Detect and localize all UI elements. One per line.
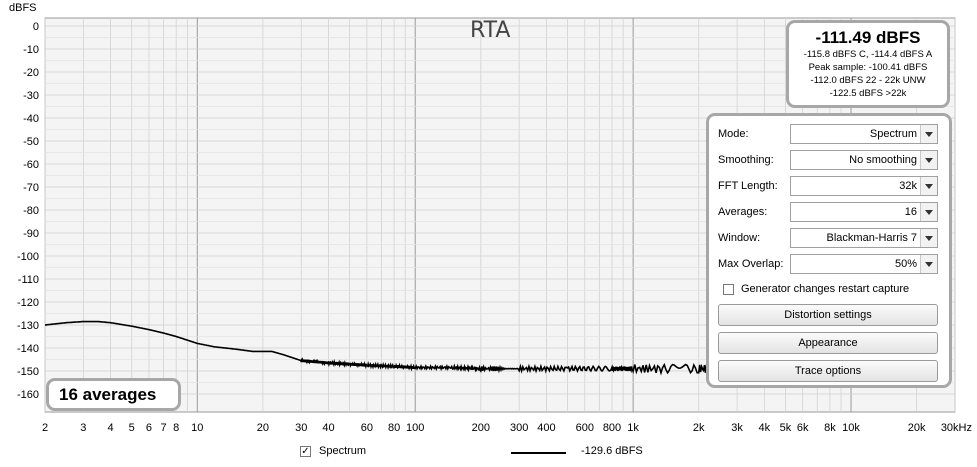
rta-settings-panel: Mode: Spectrum Smoothing: No smoothing F… — [706, 113, 952, 388]
level-readout: -111.49 dBFS -115.8 dBFS C, -114.4 dBFS … — [786, 20, 950, 108]
x-tick-label: 10 — [191, 422, 203, 434]
x-tick-label: 8 — [173, 422, 179, 434]
x-tick-label: 8k — [824, 422, 836, 434]
x-tick-label: 400 — [537, 422, 555, 434]
x-tick-label: 3 — [80, 422, 86, 434]
x-tick-label: 300 — [510, 422, 528, 434]
level-unweighted: -112.0 dBFS 22 - 22k UNW — [810, 75, 926, 86]
max-overlap-row: Max Overlap: 50% — [718, 254, 946, 276]
x-tick-label: 4k — [759, 422, 771, 434]
window-value: Blackman-Harris 7 — [826, 232, 917, 244]
x-tick-label: 6 — [146, 422, 152, 434]
window-label: Window: — [718, 232, 761, 244]
chevron-down-icon[interactable] — [920, 229, 937, 247]
chevron-down-icon[interactable] — [920, 255, 937, 273]
y-tick-label: -20 — [23, 67, 39, 79]
y-tick-label: -110 — [18, 274, 39, 286]
fft-length-value: 32k — [899, 180, 917, 192]
y-tick-label: 0 — [33, 21, 39, 33]
x-tick-label: 20k — [908, 422, 926, 434]
appearance-button[interactable]: Appearance — [718, 332, 938, 354]
legend-line-swatch — [511, 452, 566, 454]
x-tick-label: 3k — [731, 422, 743, 434]
smoothing-select[interactable]: No smoothing — [790, 150, 938, 170]
chart-title: RTA — [470, 18, 511, 43]
y-tick-label: -60 — [23, 159, 39, 171]
window-select[interactable]: Blackman-Harris 7 — [790, 228, 938, 248]
max-overlap-value: 50% — [894, 258, 917, 270]
x-tick-label: 60 — [361, 422, 373, 434]
generator-restart-label: Generator changes restart capture — [741, 283, 910, 295]
x-tick-label: 10k — [842, 422, 860, 434]
level-weighted: -115.8 dBFS C, -114.4 dBFS A — [803, 49, 933, 60]
x-tick-label: 5 — [129, 422, 135, 434]
max-overlap-select[interactable]: 50% — [790, 254, 938, 274]
x-tick-label: 4 — [108, 422, 114, 434]
y-tick-label: -100 — [17, 251, 39, 263]
smoothing-row: Smoothing: No smoothing — [718, 150, 946, 172]
legend-spectrum-label: Spectrum — [319, 445, 367, 457]
fft-length-select[interactable]: 32k — [790, 176, 938, 196]
chevron-down-icon[interactable] — [920, 203, 937, 221]
spectrum-checkbox[interactable]: ✓ — [300, 446, 311, 457]
max-overlap-label: Max Overlap: — [718, 258, 784, 270]
x-tick-label: 600 — [576, 422, 594, 434]
x-tick-label: 40 — [322, 422, 334, 434]
trace-options-button[interactable]: Trace options — [718, 360, 938, 382]
distortion-settings-button[interactable]: Distortion settings — [718, 304, 938, 326]
level-main: -111.49 dBFS — [815, 28, 921, 47]
x-tick-label: 1k — [627, 422, 639, 434]
generator-restart-checkbox[interactable] — [723, 284, 734, 295]
level-above-22k: -122.5 dBFS >22k — [829, 88, 907, 99]
x-tick-label: 80 — [388, 422, 400, 434]
averages-row: Averages: 16 — [718, 202, 946, 224]
x-tick-label: 800 — [603, 422, 621, 434]
mode-row: Mode: Spectrum — [718, 124, 946, 146]
averages-count: 16 averages — [46, 378, 181, 411]
y-tick-label: -120 — [17, 297, 39, 309]
y-tick-label: -30 — [23, 90, 39, 102]
averages-value: 16 — [904, 206, 917, 218]
smoothing-value: No smoothing — [849, 154, 917, 166]
smoothing-label: Smoothing: — [718, 154, 774, 166]
x-tick-label: 7 — [160, 422, 166, 434]
spectrum-trace — [44, 320, 738, 376]
averages-select[interactable]: 16 — [790, 202, 938, 222]
x-tick-label: 2 — [42, 422, 48, 434]
x-tick-label: 30kHz — [941, 422, 972, 434]
x-tick-label: 6k — [797, 422, 809, 434]
y-tick-label: -50 — [23, 136, 39, 148]
legend-spectrum-value: -129.6 dBFS — [581, 445, 643, 457]
mode-select[interactable]: Spectrum — [790, 124, 938, 144]
chevron-down-icon[interactable] — [920, 177, 937, 195]
y-tick-label: -40 — [23, 113, 39, 125]
x-tick-label: 30 — [295, 422, 307, 434]
y-tick-label: -150 — [17, 366, 39, 378]
chevron-down-icon[interactable] — [920, 151, 937, 169]
x-tick-label: 5k — [780, 422, 792, 434]
y-tick-label: -10 — [23, 44, 39, 56]
mode-value: Spectrum — [869, 128, 917, 140]
window-row: Window: Blackman-Harris 7 — [718, 228, 946, 250]
y-tick-label: -90 — [23, 228, 39, 240]
fft-length-label: FFT Length: — [718, 180, 778, 192]
x-tick-label: 100 — [406, 422, 424, 434]
fft-length-row: FFT Length: 32k — [718, 176, 946, 198]
y-tick-label: -130 — [17, 320, 39, 332]
y-tick-label: -140 — [17, 343, 39, 355]
y-tick-label: -160 — [17, 389, 39, 401]
x-tick-label: 20 — [257, 422, 269, 434]
y-axis-label: dBFS — [9, 2, 37, 14]
mode-label: Mode: — [718, 128, 749, 140]
x-tick-label: 2k — [693, 422, 705, 434]
level-peak: Peak sample: -100.41 dBFS — [808, 62, 928, 73]
x-tick-label: 200 — [472, 422, 490, 434]
y-tick-label: -70 — [23, 182, 39, 194]
chevron-down-icon[interactable] — [920, 125, 937, 143]
averages-label: Averages: — [718, 206, 768, 218]
y-tick-label: -80 — [23, 205, 39, 217]
